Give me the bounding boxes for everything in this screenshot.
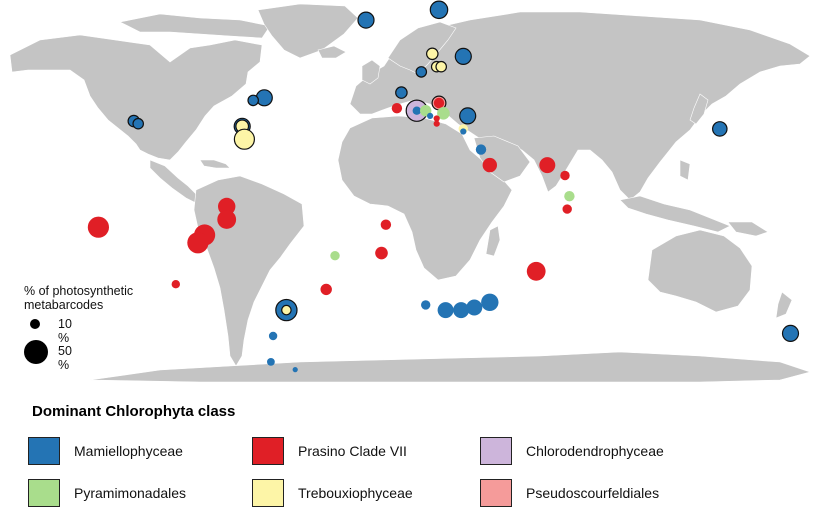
station-skagerrak-b <box>435 60 447 73</box>
station-svalbard <box>429 0 449 20</box>
station-patagonia-a <box>268 331 278 341</box>
station-benguela <box>437 302 454 319</box>
size-legend-large: 50 % <box>24 340 72 372</box>
new-guinea <box>727 221 769 237</box>
station-brazil-east <box>330 251 340 261</box>
africa <box>337 115 513 281</box>
legend-item-pseudoscourfeldiales: Pseudoscourfeldiales <box>480 479 659 507</box>
central-america <box>149 159 203 205</box>
station-panama-a <box>218 197 236 216</box>
iceland <box>317 45 347 59</box>
legend-label-pyramimonadales: Pyramimonadales <box>74 485 187 501</box>
legend-label-prasino-clade-vii: Prasino Clade VII <box>298 443 407 459</box>
british-isles <box>361 59 381 85</box>
madagascar <box>485 225 501 257</box>
japan <box>689 93 709 125</box>
caribbean <box>199 159 231 169</box>
station-south-atlantic <box>375 246 388 260</box>
class-legend-title: Dominant Chlorophyta class <box>32 403 236 420</box>
station-bubbles <box>87 0 800 373</box>
station-maine <box>247 94 259 107</box>
legend-swatch-pseudoscourfeldiales <box>480 479 512 507</box>
legend-swatch-pyramimonadales <box>28 479 60 507</box>
station-madagascar <box>526 261 546 281</box>
legend-swatch-chlorodendrophyceae <box>480 437 512 465</box>
land-masses <box>9 3 812 383</box>
size-legend: % of photosynthetic metabarcodes 10 % 50… <box>24 284 174 372</box>
station-gulf-of-st-lawrence <box>255 89 273 107</box>
size-legend-large-dot <box>24 340 48 364</box>
station-tyrrhenian-a <box>433 115 440 122</box>
station-north-sea <box>415 66 428 78</box>
station-cape-basin <box>421 300 431 310</box>
legend-swatch-mamiellophyceae <box>28 437 60 465</box>
station-gulf-of-lion-core <box>412 106 421 115</box>
station-japan <box>711 121 728 137</box>
station-east-greenland <box>357 11 375 29</box>
greenland <box>257 3 359 59</box>
station-patagonia-b <box>267 358 275 366</box>
station-arabian-sea <box>539 157 556 174</box>
station-mid-atlantic-s <box>380 219 392 230</box>
station-india-west <box>560 170 570 181</box>
legend-label-chlorodendrophyceae: Chlorodendrophyceae <box>526 443 664 459</box>
station-tasman <box>781 324 800 342</box>
station-tyrrhenian-b <box>433 120 440 127</box>
legend-swatch-prasino-clade-vii <box>252 437 284 465</box>
station-south-pacific <box>171 280 180 289</box>
legend-swatch-trebouxiophyceae <box>252 479 284 507</box>
station-agulhas-b <box>466 299 483 316</box>
station-sargasso <box>233 128 255 150</box>
legend-label-mamiellophyceae: Mamiellophyceae <box>74 443 183 459</box>
world-map <box>9 0 812 383</box>
station-agulhas-a <box>453 302 470 319</box>
legend-label-pseudoscourfeldiales: Pseudoscourfeldiales <box>526 485 660 501</box>
legend-item-chlorodendrophyceae: Chlorodendrophyceae <box>480 437 664 465</box>
station-adriatic-core <box>433 97 445 109</box>
station-bay-of-biscay <box>391 103 403 114</box>
station-east-pacific <box>87 216 109 238</box>
class-legend: Dominant Chlorophyta class Mamiellophyce… <box>0 395 816 522</box>
station-panama-b <box>217 210 237 229</box>
size-legend-large-label: 50 % <box>58 344 72 372</box>
station-baltic <box>454 47 472 66</box>
legend-item-pyramimonadales: Pyramimonadales <box>28 479 186 507</box>
station-agulhas-c <box>481 293 499 311</box>
station-english-channel <box>395 86 408 99</box>
station-oregon-2 <box>132 117 144 130</box>
station-tyrrhenian-c <box>427 112 434 119</box>
indonesia <box>619 195 731 233</box>
size-legend-title-line1: % of photosynthetic <box>24 284 134 298</box>
station-crete <box>460 128 467 135</box>
south-america <box>193 175 305 367</box>
station-south-atlantic-w <box>320 283 332 296</box>
station-ionian <box>437 107 450 120</box>
station-red-sea <box>482 157 497 173</box>
station-ceylon <box>564 191 575 202</box>
size-legend-small-dot <box>30 319 40 329</box>
station-oslofjord <box>425 47 439 61</box>
scandinavia <box>387 21 457 75</box>
legend-label-trebouxiophyceae: Trebouxiophyceae <box>298 485 413 501</box>
station-indian-ocean-n <box>562 204 572 214</box>
size-legend-small-label: 10 % <box>58 317 72 345</box>
size-legend-title-line2: metabarcodes <box>24 298 104 312</box>
station-galapagos-b <box>187 232 209 254</box>
legend-item-mamiellophyceae: Mamiellophyceae <box>28 437 183 465</box>
size-legend-small: 10 % <box>24 317 72 345</box>
new-zealand <box>775 291 793 319</box>
legend-item-prasino-clade-vii: Prasino Clade VII <box>252 437 407 465</box>
antarctica <box>89 351 812 383</box>
north-america <box>9 34 263 161</box>
station-aegean <box>459 107 477 125</box>
station-drake <box>292 367 298 373</box>
station-rio-de-la-plata-core <box>281 304 292 316</box>
australia <box>647 229 753 313</box>
station-suez <box>475 144 487 155</box>
arctic-archipelago <box>119 13 271 39</box>
legend-item-trebouxiophyceae: Trebouxiophyceae <box>252 479 413 507</box>
philippines <box>679 159 691 181</box>
